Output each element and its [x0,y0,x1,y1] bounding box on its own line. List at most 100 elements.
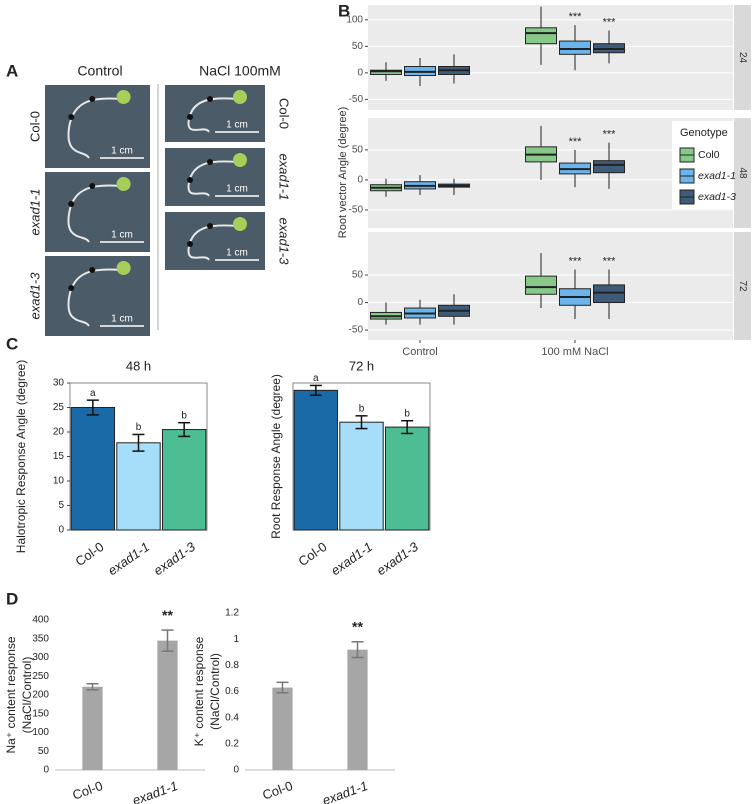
legend-label: exad1-1 [698,170,736,182]
x-tick-label: exad1-1 [130,778,179,804]
box [593,160,625,174]
y-tick-label: 250 [32,671,49,682]
y-axis-label: Root Response Angle (degree) [269,374,283,539]
y-axis-label: K⁺ content response [192,636,206,746]
y-tick-label: 100 [32,727,49,738]
box [370,69,402,75]
marker-dot [68,201,75,207]
y-tick-label: -50 [349,94,364,105]
significance: *** [603,129,617,141]
y-tick-label: 0.2 [225,738,239,749]
legend-label: Col0 [698,149,720,161]
y-axis-label: (NaCl/Control) [208,653,222,730]
y-tick-label: -50 [349,205,364,216]
panel-label: A [6,61,18,80]
root [67,184,121,243]
y-tick-label: 50 [38,746,50,757]
y-tick-label: 350 [32,633,49,644]
row-label: exad1-3 [27,272,42,320]
marker-dot [68,285,75,291]
x-tick-label: Col-0 [260,778,294,803]
scale-label: 1 cm [111,314,133,325]
bar [70,407,116,531]
y-tick-label: 30 [53,378,65,389]
value-annotation: a [90,388,96,399]
y-tick-label: 200 [32,690,49,701]
y-tick-label: 10 [53,476,65,487]
marker-dot [68,114,75,120]
photo [45,256,150,336]
x-tick-label: exad1-1 [105,539,152,578]
seed [233,90,247,104]
significance: *** [569,11,583,23]
y-tick-label: 50 [352,270,364,281]
seed [116,177,131,191]
seed [233,153,247,167]
legend-title: Genotype [680,127,728,139]
y-tick-label: 25 [53,402,65,413]
significance: *** [569,255,583,267]
photo [165,148,265,206]
box [525,27,557,45]
y-tick-label: 0.6 [225,686,239,697]
root [67,97,121,159]
x-tick-label: Col-0 [295,539,329,569]
seed [116,90,131,104]
row-label: exad1-1 [27,189,42,236]
seed [233,217,247,231]
y-tick-label: 50 [352,41,364,52]
y-tick-label: 300 [32,652,49,663]
significance: *** [569,136,583,148]
bar [116,442,161,531]
x-tick-label: exad1-1 [320,778,369,804]
y-tick-label: 0 [357,175,363,186]
value-annotation: b [181,410,187,421]
panel-label: D [6,589,18,608]
y-axis-label: (NaCl/Control) [20,657,34,734]
y-tick-label: 0 [357,297,363,308]
scale-label: 1 cm [111,230,133,241]
marker-dot [89,96,96,102]
box [525,275,557,295]
y-tick-label: 100 [346,14,363,25]
panel-label: B [338,1,350,20]
row-label: exad1-1 [277,154,292,201]
significance: *** [603,16,617,28]
value-annotation: b [136,422,142,433]
scale-label: 1 cm [226,248,248,259]
scale-label: 1 cm [226,184,248,195]
y-axis-label: Na⁺ content response [4,636,18,753]
chart-title: 48 h [126,358,151,373]
x-tick-label: Col-0 [70,778,104,803]
value-annotation: b [404,408,410,419]
scale-label: 1 cm [226,120,248,131]
facet-label: 72 [737,280,748,292]
y-tick-label: -50 [349,325,364,336]
column-title: Control [77,63,122,79]
marker-dot [187,114,193,120]
x-tick-label: 100 mM NaCl [541,346,608,358]
bar [157,640,178,770]
facet-label: 48 [737,167,748,179]
y-tick-label: 0 [233,765,239,776]
y-tick-label: 0.8 [225,660,239,671]
plot-background [368,5,733,110]
facet-label: 24 [737,52,748,64]
y-tick-label: 400 [32,615,49,626]
marker-dot [207,159,213,165]
marker-dot [207,96,213,102]
box [593,284,625,304]
y-tick-label: 150 [32,708,49,719]
box [559,40,591,55]
marker-dot [207,223,213,229]
root [67,268,121,327]
value-annotation: b [359,403,365,414]
legend-label: exad1-3 [698,191,736,203]
x-tick-label: exad1-3 [151,539,199,579]
photo [45,85,150,168]
row-label: exad1-3 [277,218,292,266]
bar [272,687,293,770]
bar [293,389,339,531]
marker-dot [187,177,193,183]
